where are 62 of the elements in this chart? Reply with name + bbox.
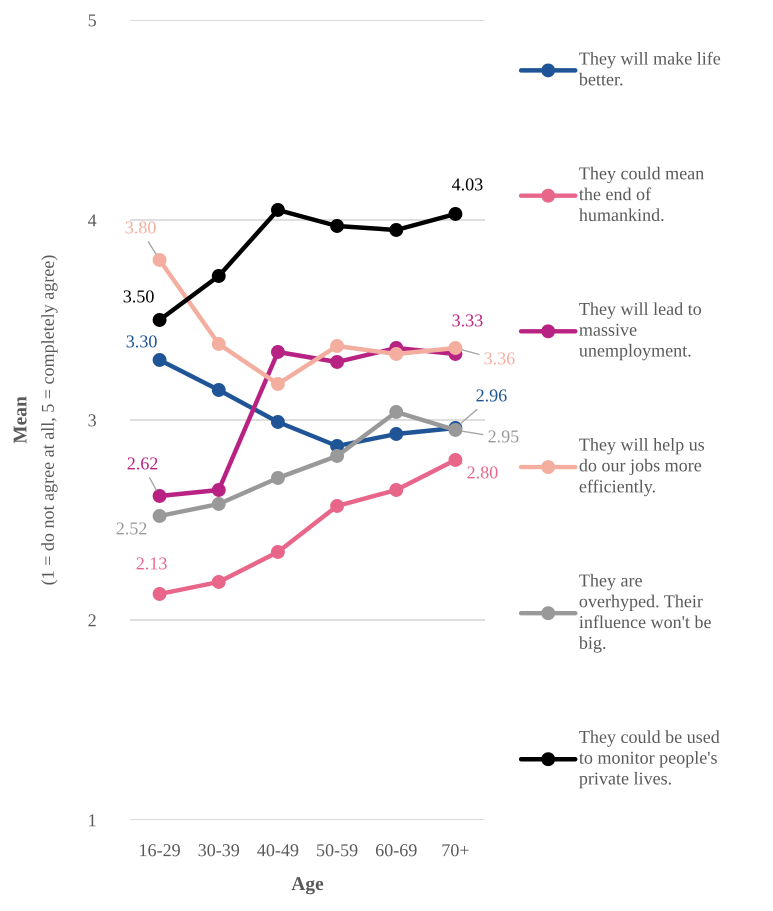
x-tick-label: 16-29 [140,844,180,856]
data-label: 3.50 [124,290,154,303]
point [330,339,344,353]
y-tick-label: 2 [88,614,96,626]
point [212,337,226,351]
data-label: 2.52 [116,522,146,535]
data-label: 2.62 [128,457,158,470]
y-tick-label: 4 [88,214,96,226]
point [212,483,226,497]
data-label: 4.03 [452,178,483,191]
x-tick-label: 60-69 [376,844,417,856]
point [152,253,167,267]
x-axis-title: Age [291,877,324,894]
legend-label: They will help us do our jobs more efficiently. [579,438,704,496]
data-label: 2.13 [136,557,167,570]
point [389,427,404,441]
x-tick-label: 30-39 [198,844,240,856]
point [389,483,404,497]
point [270,545,285,559]
point [212,575,226,589]
point [330,499,344,513]
legend-label: They will lead to massive unemployment. [579,302,702,360]
data-label: 3.33 [452,314,483,327]
point [152,509,167,523]
legend-label: They could mean the end of humankind. [579,166,704,222]
point [212,383,226,397]
point [270,415,285,429]
data-label: 3.30 [126,335,157,348]
point [152,587,167,601]
data-label: 2.96 [476,389,507,402]
y-tick-label: 1 [89,814,96,826]
point [330,355,344,369]
point [152,489,167,503]
point [270,377,285,391]
point [330,449,344,463]
x-tick-label: 50-59 [317,844,358,856]
data-label: 3.80 [126,221,156,234]
y-tick-label: 3 [88,414,96,426]
point [270,203,285,217]
x-tick-label: 70+ [442,844,469,856]
point [448,453,462,467]
legend-label: They could be used to monitor people's private lives. [579,730,720,788]
point [152,313,167,327]
point [330,219,344,233]
x-tick-label: 40-49 [257,844,298,856]
legend-label: They will make life better. [578,52,720,86]
point [389,405,404,419]
y-tick-label: 5 [88,14,96,26]
point [212,269,226,283]
legend-label: They are overhyped. Their influence won't be big. [578,574,711,653]
point [212,497,226,511]
data-label: 2.95 [488,430,519,443]
point [448,207,462,221]
y-axis-title: Mean (1 = do not agree at all, 5 = completely agree) [14,255,58,585]
data-label: 2.80 [467,466,498,479]
point [389,223,404,237]
data-label: 3.36 [484,352,515,365]
point [448,341,462,355]
point [270,471,285,485]
point [270,345,285,359]
point [152,353,167,367]
point [389,347,404,361]
